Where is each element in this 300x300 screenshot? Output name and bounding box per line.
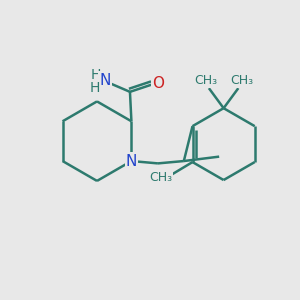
Text: CH₃: CH₃ (230, 74, 254, 87)
Text: CH₃: CH₃ (194, 74, 217, 87)
Text: N: N (99, 73, 111, 88)
Text: CH₃: CH₃ (149, 171, 172, 184)
Text: H: H (91, 68, 101, 82)
Text: O: O (152, 76, 164, 91)
Text: N: N (126, 154, 137, 169)
Text: H: H (89, 81, 100, 95)
